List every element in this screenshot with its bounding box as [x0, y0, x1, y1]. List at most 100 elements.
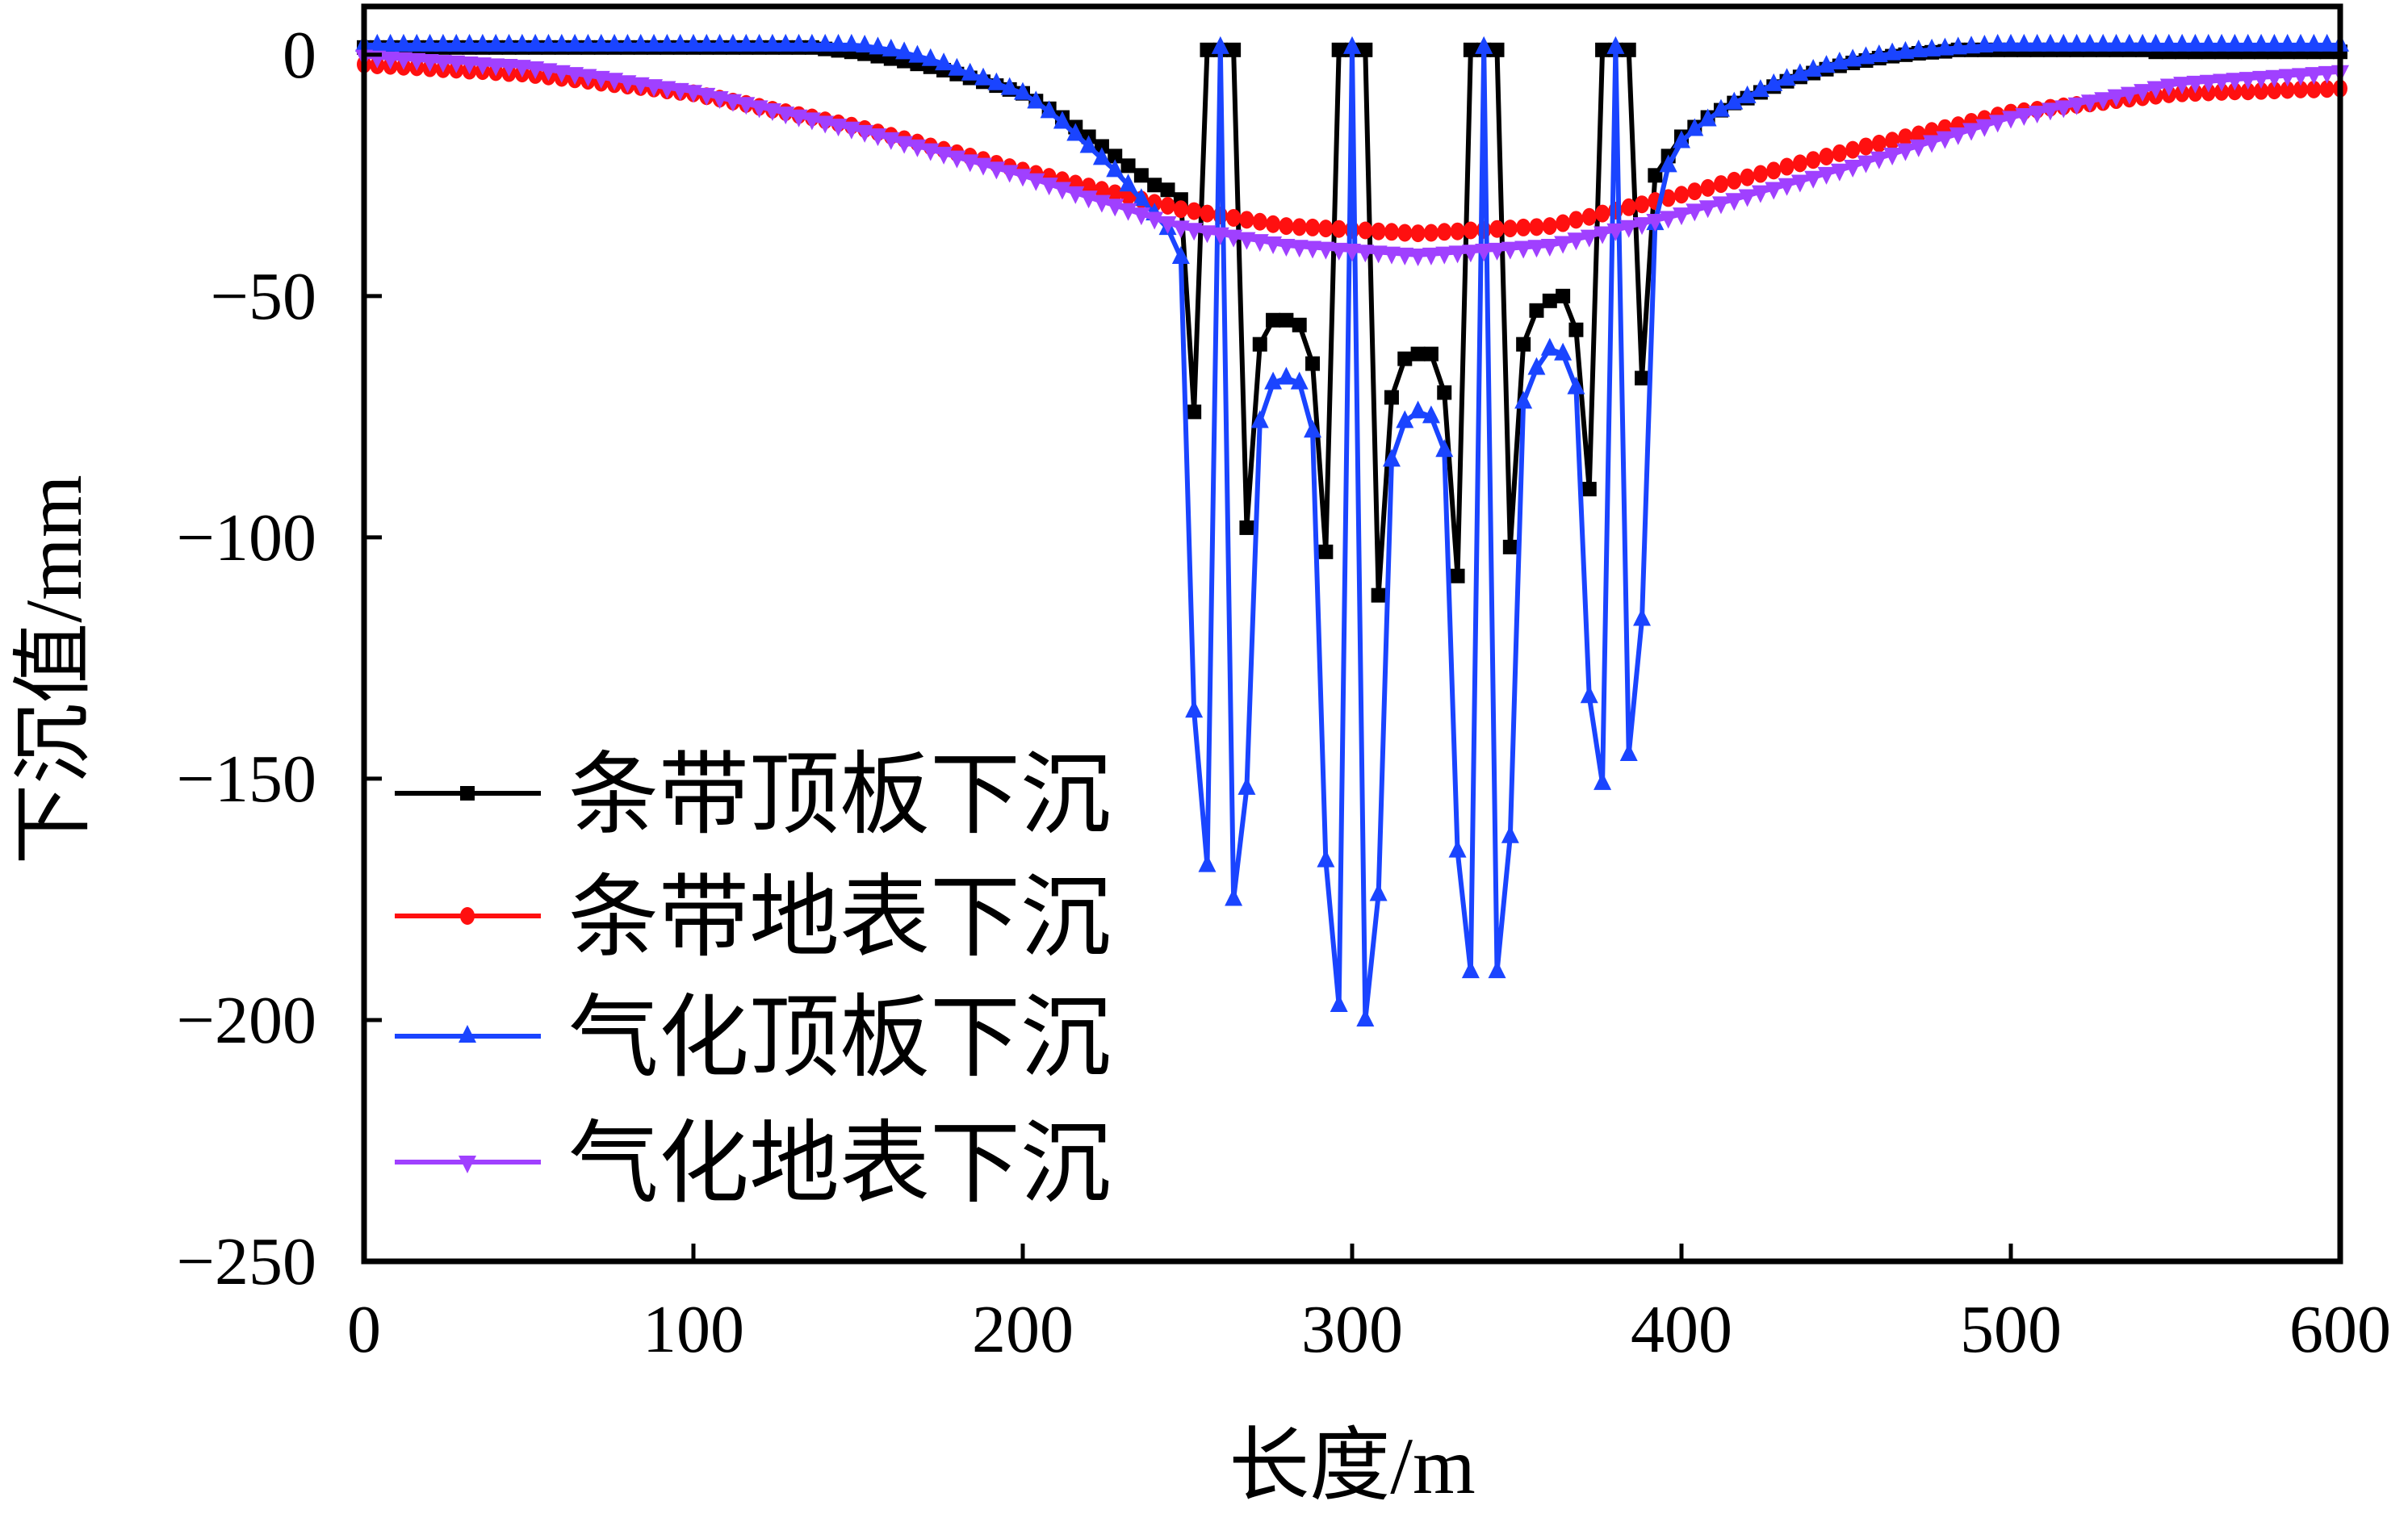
- data-point: [777, 33, 795, 52]
- y-tick-label: −50: [211, 259, 316, 334]
- data-point: [1489, 220, 1505, 238]
- data-point: [816, 115, 835, 134]
- legend-item: 气化地表下沉: [395, 1114, 1111, 1215]
- data-point: [2280, 81, 2295, 99]
- data-point: [685, 85, 702, 103]
- data-point: [1053, 111, 1071, 129]
- data-point: [1422, 247, 1440, 266]
- data-point: [2107, 89, 2125, 107]
- data-point: [816, 33, 835, 52]
- data-point: [631, 77, 650, 95]
- data-point: [1516, 337, 1531, 352]
- data-point: [539, 63, 558, 82]
- data-point: [1226, 42, 1242, 57]
- data-point: [1936, 131, 1954, 149]
- data-point: [1687, 182, 1702, 201]
- data-point: [1633, 608, 1652, 626]
- data-point: [1225, 229, 1243, 248]
- data-point: [671, 33, 689, 52]
- data-point: [1514, 391, 1533, 409]
- data-point: [2041, 102, 2059, 121]
- data-point: [473, 57, 492, 76]
- data-point: [1819, 148, 1834, 166]
- data-point: [987, 161, 1006, 180]
- data-point: [1200, 204, 1215, 223]
- data-point: [802, 112, 821, 131]
- data-point: [1686, 203, 1704, 222]
- data-point: [1185, 223, 1204, 241]
- data-point: [1568, 211, 1584, 229]
- data-point: [2134, 33, 2152, 52]
- data-point: [2227, 82, 2243, 101]
- data-point: [2015, 33, 2033, 52]
- data-point: [1830, 51, 1849, 69]
- data-point: [1542, 217, 1557, 236]
- data-point: [2267, 82, 2282, 100]
- data-point: [1369, 883, 1388, 901]
- data-point: [1581, 207, 1597, 226]
- x-tick-label: 200: [972, 1292, 1074, 1367]
- data-point: [1094, 139, 1109, 154]
- data-point: [2173, 77, 2192, 95]
- data-point: [723, 33, 742, 52]
- legend-marker: [459, 1025, 476, 1043]
- data-point: [1832, 144, 1847, 162]
- x-tick-label: 0: [347, 1292, 381, 1367]
- data-point: [1279, 217, 1294, 236]
- data-point: [1635, 370, 1650, 386]
- data-point: [1516, 218, 1531, 236]
- data-point: [1567, 232, 1585, 251]
- data-point: [1000, 77, 1019, 95]
- data-point: [1264, 236, 1283, 255]
- data-point: [1185, 700, 1204, 718]
- data-point: [1502, 539, 1518, 554]
- data-point: [1554, 236, 1573, 254]
- data-point: [1501, 825, 1519, 843]
- data-point: [2186, 33, 2205, 52]
- data-point: [1384, 223, 1399, 241]
- data-point: [1160, 182, 1175, 198]
- data-point: [526, 61, 545, 79]
- data-point: [1698, 200, 1717, 219]
- data-point: [961, 154, 979, 173]
- data-point: [842, 121, 861, 140]
- data-point: [935, 52, 953, 71]
- x-tick-label: 300: [1301, 1292, 1403, 1367]
- data-point: [1765, 73, 1783, 91]
- data-point: [697, 87, 716, 106]
- data-point: [1501, 241, 1519, 260]
- data-point: [2199, 74, 2217, 93]
- data-point: [1305, 218, 1321, 236]
- data-point: [1461, 960, 1480, 979]
- data-point: [1358, 42, 1373, 57]
- data-point: [1738, 85, 1757, 103]
- data-point: [1014, 82, 1032, 100]
- data-point: [987, 72, 1006, 90]
- data-point: [1871, 134, 1887, 153]
- data-point: [1527, 240, 1546, 258]
- data-point: [1488, 960, 1506, 979]
- data-point: [2238, 33, 2257, 52]
- data-point: [618, 33, 637, 52]
- data-point: [1318, 544, 1334, 559]
- data-point: [1988, 33, 2007, 52]
- data-point: [1898, 128, 1913, 147]
- data-point: [513, 33, 531, 52]
- data-point: [1094, 181, 1109, 199]
- data-point: [1580, 685, 1598, 704]
- data-point: [1502, 220, 1518, 238]
- data-point: [1330, 994, 1348, 1013]
- data-point: [447, 55, 466, 73]
- data-point: [1330, 242, 1348, 261]
- x-tick-label: 600: [2289, 1292, 2391, 1367]
- data-point: [1949, 36, 1967, 55]
- data-point: [1858, 137, 1874, 156]
- series-3: [355, 33, 2349, 1027]
- data-point: [487, 58, 505, 77]
- data-point: [908, 44, 927, 63]
- data-point: [408, 33, 426, 52]
- data-point: [1317, 849, 1335, 868]
- data-point: [2293, 80, 2309, 98]
- data-point: [1949, 127, 1967, 145]
